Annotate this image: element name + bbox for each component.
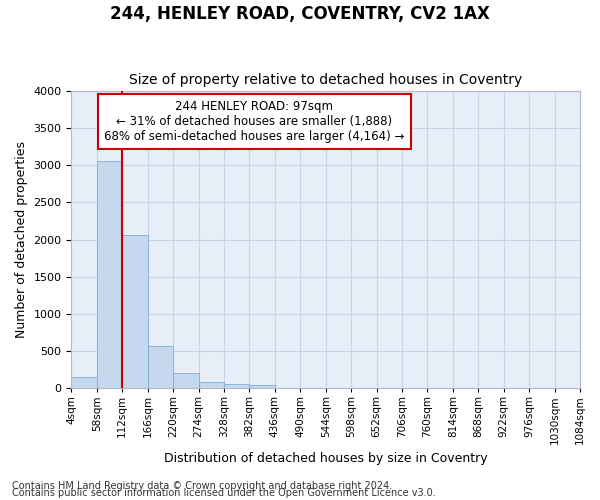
Bar	[250, 386, 275, 388]
Text: Contains HM Land Registry data © Crown copyright and database right 2024.: Contains HM Land Registry data © Crown c…	[12, 481, 392, 491]
Bar	[122, 235, 148, 388]
Bar	[148, 346, 173, 388]
Text: Contains public sector information licensed under the Open Government Licence v3: Contains public sector information licen…	[12, 488, 436, 498]
Bar	[173, 373, 199, 388]
Bar	[199, 382, 224, 388]
Text: 244 HENLEY ROAD: 97sqm
← 31% of detached houses are smaller (1,888)
68% of semi-: 244 HENLEY ROAD: 97sqm ← 31% of detached…	[104, 100, 404, 143]
Y-axis label: Number of detached properties: Number of detached properties	[15, 141, 28, 338]
Title: Size of property relative to detached houses in Coventry: Size of property relative to detached ho…	[129, 73, 523, 87]
Bar	[97, 161, 122, 388]
Bar	[71, 377, 97, 388]
Bar	[224, 384, 250, 388]
X-axis label: Distribution of detached houses by size in Coventry: Distribution of detached houses by size …	[164, 452, 488, 465]
Text: 244, HENLEY ROAD, COVENTRY, CV2 1AX: 244, HENLEY ROAD, COVENTRY, CV2 1AX	[110, 5, 490, 23]
